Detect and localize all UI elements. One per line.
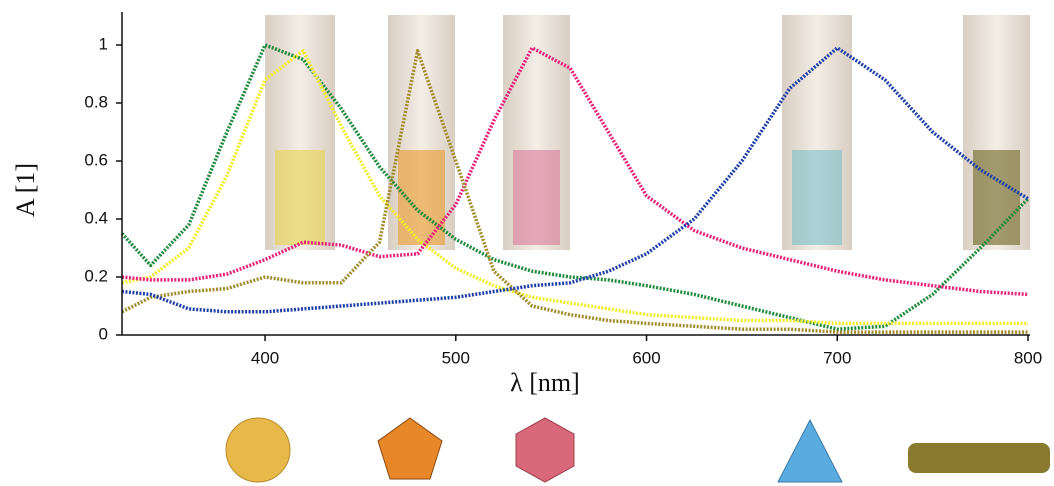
- y-tick-label: 0: [99, 324, 108, 343]
- cuvette-liquid: [792, 150, 842, 245]
- plot-area: [122, 45, 1028, 332]
- spectrum-line: [122, 51, 1028, 324]
- spectrum-line: [122, 48, 1028, 295]
- shapes: [226, 418, 1050, 482]
- chart: λ [nm] A [1] 0 0.2 0.4 0.6 0.8 1 400 500 600 700 8…: [0, 0, 1054, 486]
- cuvettes: [265, 15, 1030, 250]
- cuvette-liquid: [513, 150, 560, 245]
- x-tick-label: 400: [251, 348, 279, 367]
- y-tick-label: 1: [99, 34, 108, 53]
- y-tick-label: 0.4: [84, 208, 108, 227]
- cuvette-liquid: [398, 150, 445, 245]
- triangle-icon: [778, 420, 842, 482]
- spectrum-line: [122, 51, 1028, 332]
- y-tick-label: 0.2: [84, 266, 108, 285]
- sphere-icon: [226, 418, 290, 482]
- hexagon-icon: [516, 418, 574, 482]
- y-tick-label: 0.8: [84, 92, 108, 111]
- x-tick-label: 700: [823, 348, 851, 367]
- y-axis-label: A [1]: [11, 163, 40, 217]
- rod-icon: [908, 443, 1050, 473]
- x-tick-label: 800: [1014, 348, 1042, 367]
- x-tick-label: 600: [632, 348, 660, 367]
- spectrum-line: [122, 48, 1028, 312]
- x-tick-label: 500: [442, 348, 470, 367]
- y-tick-label: 0.6: [84, 150, 108, 169]
- cuvette-liquid: [973, 150, 1020, 245]
- x-axis-label: λ [nm]: [510, 368, 580, 397]
- pentagon-icon: [378, 418, 442, 479]
- cuvette-liquid: [275, 150, 325, 245]
